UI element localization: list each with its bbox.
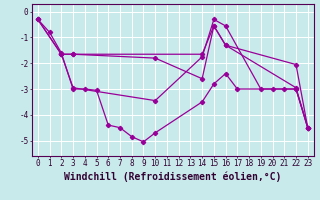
X-axis label: Windchill (Refroidissement éolien,°C): Windchill (Refroidissement éolien,°C) [64,171,282,182]
